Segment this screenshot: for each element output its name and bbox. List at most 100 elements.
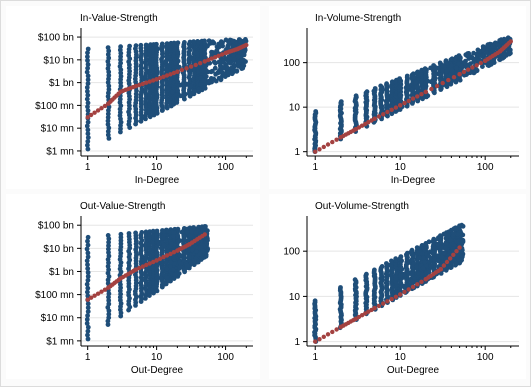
raw-point xyxy=(408,249,414,255)
raw-point xyxy=(85,266,91,271)
raw-point xyxy=(399,258,404,264)
raw-point xyxy=(84,96,90,102)
raw-point xyxy=(85,277,91,283)
raw-point xyxy=(173,60,178,66)
raw-point xyxy=(384,81,389,87)
raw-point xyxy=(84,258,90,264)
raw-point xyxy=(198,75,204,81)
raw-point xyxy=(196,39,202,45)
raw-point xyxy=(422,259,428,265)
raw-point xyxy=(409,257,415,263)
x-tick-label: 10 xyxy=(151,352,163,363)
raw-point xyxy=(172,47,178,52)
raw-point xyxy=(190,247,195,253)
fitted-point xyxy=(164,73,170,78)
raw-point xyxy=(243,59,248,64)
y-tick-label: $1 mn xyxy=(46,336,74,347)
raw-point xyxy=(177,253,183,258)
raw-point xyxy=(139,230,145,235)
raw-point xyxy=(179,229,185,235)
raw-point xyxy=(85,262,90,268)
fitted-point xyxy=(313,149,318,154)
fitted-point xyxy=(381,112,386,117)
raw-point xyxy=(160,272,166,277)
raw-point xyxy=(84,281,90,287)
raw-point xyxy=(85,46,91,52)
raw-point xyxy=(436,236,441,242)
raw-point xyxy=(105,66,111,71)
fitted-point xyxy=(372,305,377,311)
raw-point xyxy=(85,274,91,279)
raw-point xyxy=(421,85,427,90)
fitted-point xyxy=(157,256,163,261)
raw-point xyxy=(448,238,454,243)
raw-point xyxy=(178,93,184,99)
raw-point xyxy=(85,50,90,56)
raw-point xyxy=(198,245,204,250)
raw-point xyxy=(188,43,194,49)
raw-point xyxy=(154,109,160,115)
fitted-point xyxy=(330,139,335,145)
raw-point xyxy=(85,100,91,106)
raw-point xyxy=(85,301,91,307)
fitted-point xyxy=(438,267,443,272)
raw-point xyxy=(228,60,233,66)
raw-point xyxy=(118,80,123,86)
panel-out-value-strength: Out-Value-Strength 1 10 100 $1 mn $10 mn $100 … xyxy=(6,194,260,379)
raw-point xyxy=(85,104,90,110)
raw-point xyxy=(105,45,111,50)
raw-point xyxy=(154,41,159,47)
fitted-point xyxy=(313,339,318,344)
fitted-point xyxy=(334,137,339,142)
raw-point xyxy=(189,229,195,235)
fitted-point xyxy=(434,83,440,89)
raw-point xyxy=(168,256,173,262)
raw-point xyxy=(459,222,465,228)
fitted-point xyxy=(133,267,139,272)
raw-point xyxy=(481,45,486,50)
raw-point xyxy=(417,255,422,261)
raw-point xyxy=(105,80,111,85)
fitted-point xyxy=(219,52,225,57)
raw-point xyxy=(182,40,187,45)
raw-point xyxy=(422,67,427,72)
raw-point xyxy=(451,226,457,232)
y-tick-label: 10 xyxy=(289,292,301,303)
x-axis-title: In-Degree xyxy=(391,175,436,186)
raw-point xyxy=(440,63,446,68)
fitted-point xyxy=(446,77,451,83)
raw-point xyxy=(105,52,111,57)
raw-point xyxy=(188,83,194,89)
fitted-point xyxy=(470,65,475,70)
raw-point xyxy=(200,248,206,254)
fitted-point xyxy=(144,262,149,268)
fitted-point xyxy=(451,75,457,80)
x-tick-label: 100 xyxy=(217,352,234,363)
raw-point xyxy=(158,245,164,251)
raw-point xyxy=(85,127,91,133)
fitted-point xyxy=(157,75,163,81)
raw-point xyxy=(426,239,432,245)
raw-point xyxy=(384,261,389,266)
fitted-point xyxy=(198,61,203,66)
raw-point xyxy=(105,118,111,124)
raw-point xyxy=(190,57,196,63)
raw-point xyxy=(364,89,370,95)
fitted-point xyxy=(99,289,104,294)
raw-point xyxy=(478,53,483,58)
fitted-point xyxy=(85,115,90,120)
raw-point xyxy=(419,272,425,278)
fitted-point xyxy=(461,69,467,75)
raw-point xyxy=(393,256,399,262)
y-tick-label: $1 mn xyxy=(46,146,74,157)
raw-point xyxy=(133,230,138,236)
fitted-point xyxy=(171,70,177,76)
raw-points xyxy=(84,37,249,152)
fitted-point xyxy=(334,327,339,332)
raw-point xyxy=(85,73,91,79)
fitted-point xyxy=(381,301,386,306)
fitted-point xyxy=(406,287,411,292)
raw-point xyxy=(85,146,91,152)
raw-point xyxy=(312,298,318,304)
raw-points xyxy=(312,222,466,344)
